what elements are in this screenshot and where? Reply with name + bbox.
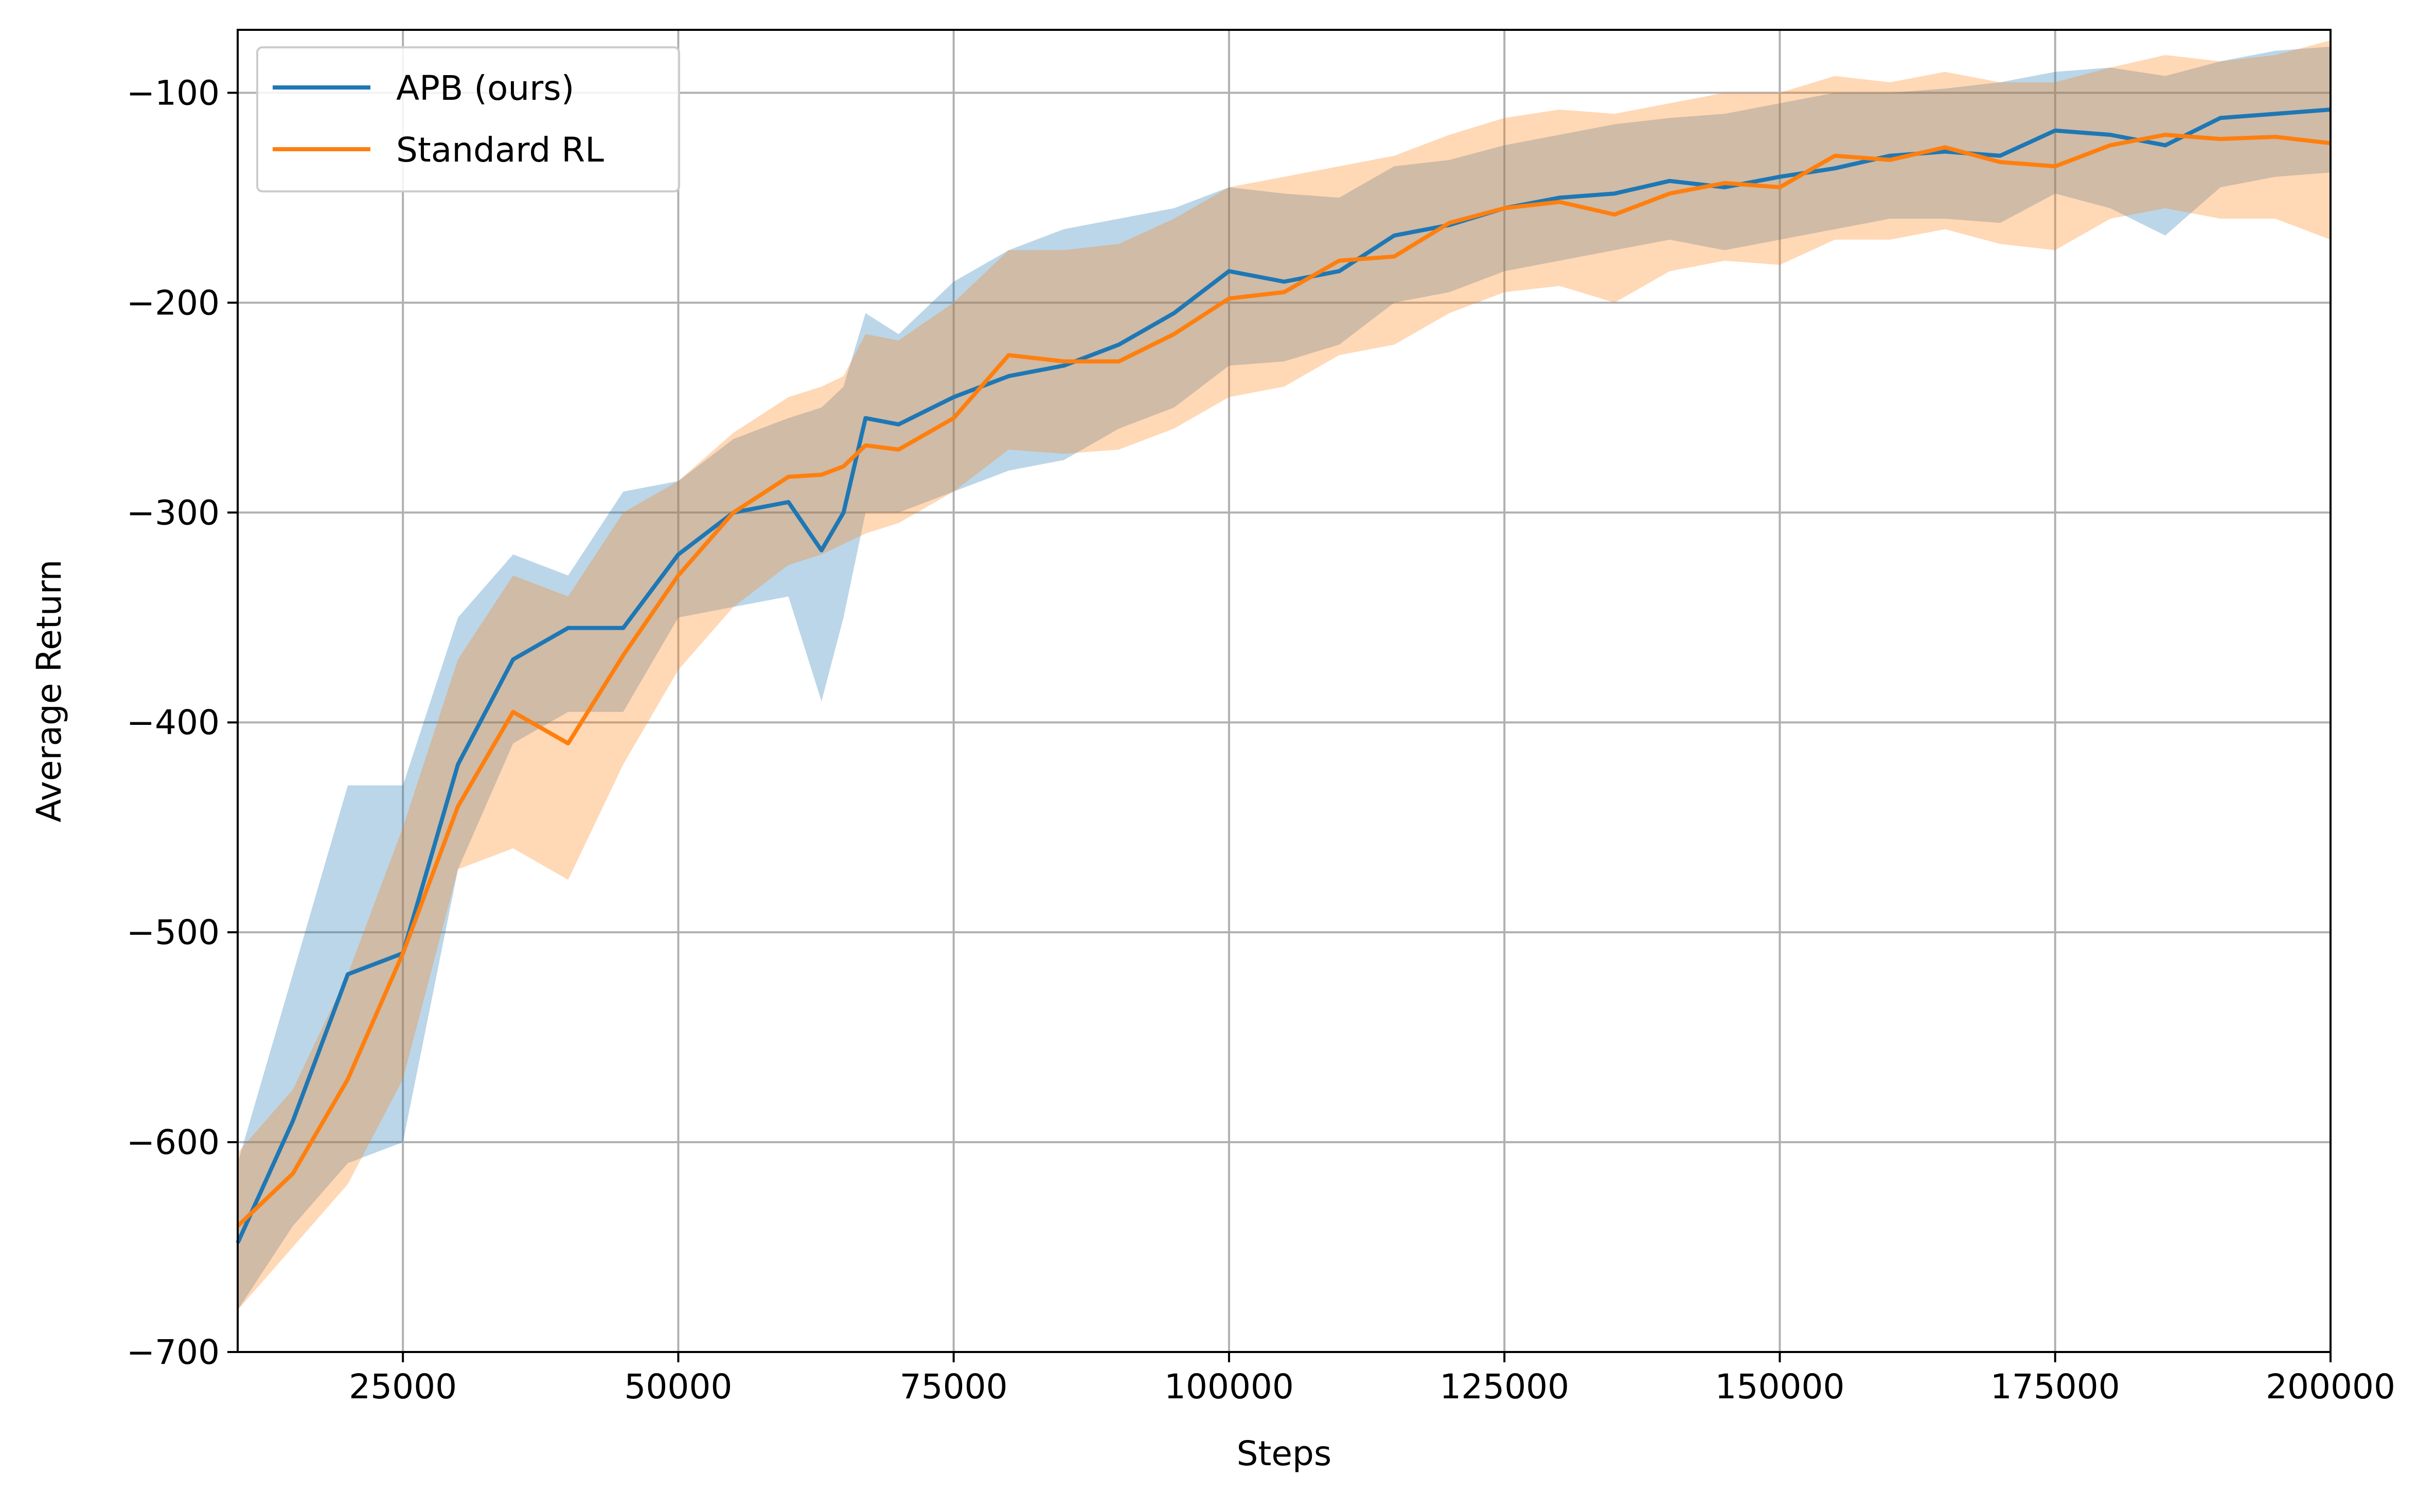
legend-box xyxy=(256,46,680,192)
y-tick-label: −700 xyxy=(127,1332,220,1372)
y-tick-label: −100 xyxy=(127,73,220,113)
legend: APB (ours) Standard RL xyxy=(256,46,680,192)
x-tick-label: 150000 xyxy=(1715,1367,1844,1407)
band-apb xyxy=(238,46,2331,1310)
plot-frame xyxy=(237,29,2332,1353)
confidence-bands xyxy=(238,40,2331,1310)
band-standard-rl xyxy=(238,40,2331,1310)
x-tick-label: 25000 xyxy=(349,1367,457,1407)
y-tick-label: −400 xyxy=(127,703,220,742)
x-axis-label: Steps xyxy=(1237,1434,1332,1473)
series-lines xyxy=(236,108,2331,1244)
y-tick-label: −200 xyxy=(127,283,220,323)
line-standard-rl xyxy=(236,133,2331,1228)
y-axis-label: Average Return xyxy=(29,559,69,822)
axis-ticks: 25000 50000 75000 100000 125000 150000 175000 2… xyxy=(127,73,2395,1407)
x-tick-label: 100000 xyxy=(1164,1367,1294,1407)
x-tick-label: 75000 xyxy=(900,1367,1008,1407)
y-tick-label: −500 xyxy=(127,913,220,952)
y-tick-label: −300 xyxy=(127,493,220,532)
legend-label-standard-rl: Standard RL xyxy=(396,130,604,170)
x-tick-label: 175000 xyxy=(1990,1367,2120,1407)
x-tick-label: 125000 xyxy=(1439,1367,1569,1407)
y-tick-label: −600 xyxy=(127,1123,220,1162)
x-tick-label: 200000 xyxy=(2266,1367,2395,1407)
x-tick-label: 50000 xyxy=(624,1367,732,1407)
legend-label-apb: APB (ours) xyxy=(396,68,574,108)
